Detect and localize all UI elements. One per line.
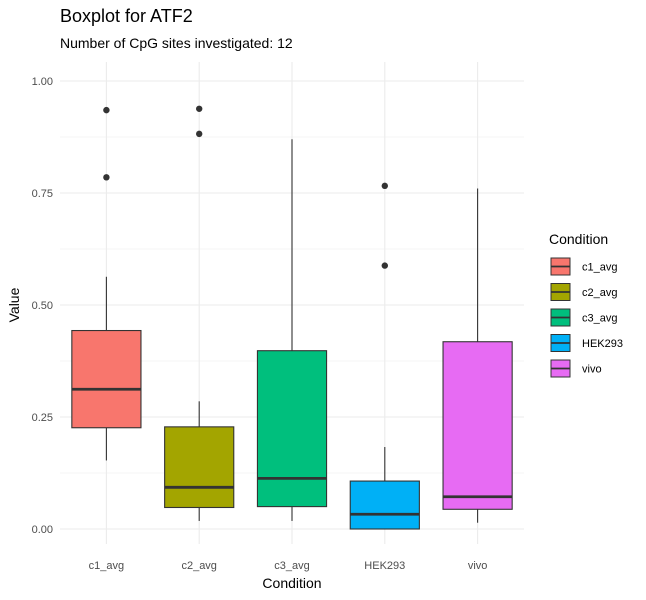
- x-tick-label: c2_avg: [181, 560, 216, 572]
- legend-title: Condition: [549, 231, 608, 247]
- x-tick-label: c1_avg: [89, 560, 124, 572]
- box-body: [164, 426, 235, 509]
- legend-label: HEK293: [582, 338, 623, 350]
- box-body: [442, 341, 513, 510]
- outlier-point: [103, 174, 110, 181]
- x-tick-label: HEK293: [364, 560, 405, 572]
- box-c1_avg: [71, 106, 142, 461]
- x-axis-title: Condition: [262, 575, 321, 591]
- legend-key-c3_avg: c3_avg: [550, 308, 617, 327]
- legend-label: c3_avg: [582, 313, 617, 325]
- box-body: [256, 350, 328, 508]
- outlier-point: [381, 182, 388, 190]
- legend-key-vivo: vivo: [550, 359, 602, 378]
- box-body: [71, 329, 142, 429]
- box-vivo: [442, 188, 513, 523]
- x-tick-label: vivo: [468, 560, 488, 572]
- y-axis-ticks: 0.00 0.25 0.50 0.75 1.00: [32, 76, 53, 536]
- y-tick-label: 0.25: [32, 412, 53, 424]
- box-HEK293: [349, 182, 420, 530]
- x-axis-ticks: c1_avg c2_avg c3_avg HEK293 vivo: [89, 560, 488, 572]
- y-tick-label: 1.00: [32, 76, 53, 88]
- box-body: [349, 480, 420, 530]
- box-c2_avg: [164, 105, 235, 521]
- outlier-point: [103, 106, 110, 114]
- y-tick-label: 0.50: [32, 300, 53, 312]
- legend-key-HEK293: HEK293: [550, 334, 623, 352]
- y-tick-label: 0.75: [32, 188, 53, 200]
- legend-key-c1_avg: c1_avg: [550, 257, 617, 276]
- outlier-point: [381, 262, 388, 269]
- box-c3_avg: [256, 139, 328, 521]
- legend-label: c2_avg: [582, 287, 617, 299]
- chart-title: Boxplot for ATF2: [60, 6, 193, 26]
- y-tick-label: 0.00: [32, 524, 53, 536]
- legend-label: vivo: [582, 364, 602, 376]
- chart-subtitle: Number of CpG sites investigated: 12: [60, 35, 293, 51]
- boxes: [71, 105, 513, 530]
- x-tick-label: c3_avg: [274, 560, 309, 572]
- legend-label: c1_avg: [582, 262, 617, 274]
- legend-key-c2_avg: c2_avg: [550, 283, 617, 301]
- outlier-point: [196, 105, 203, 112]
- y-axis-title: Value: [6, 287, 22, 322]
- outlier-point: [196, 130, 203, 138]
- legend: Condition c1_avg c2_avg c3_avg HEK293 vivo: [549, 231, 623, 378]
